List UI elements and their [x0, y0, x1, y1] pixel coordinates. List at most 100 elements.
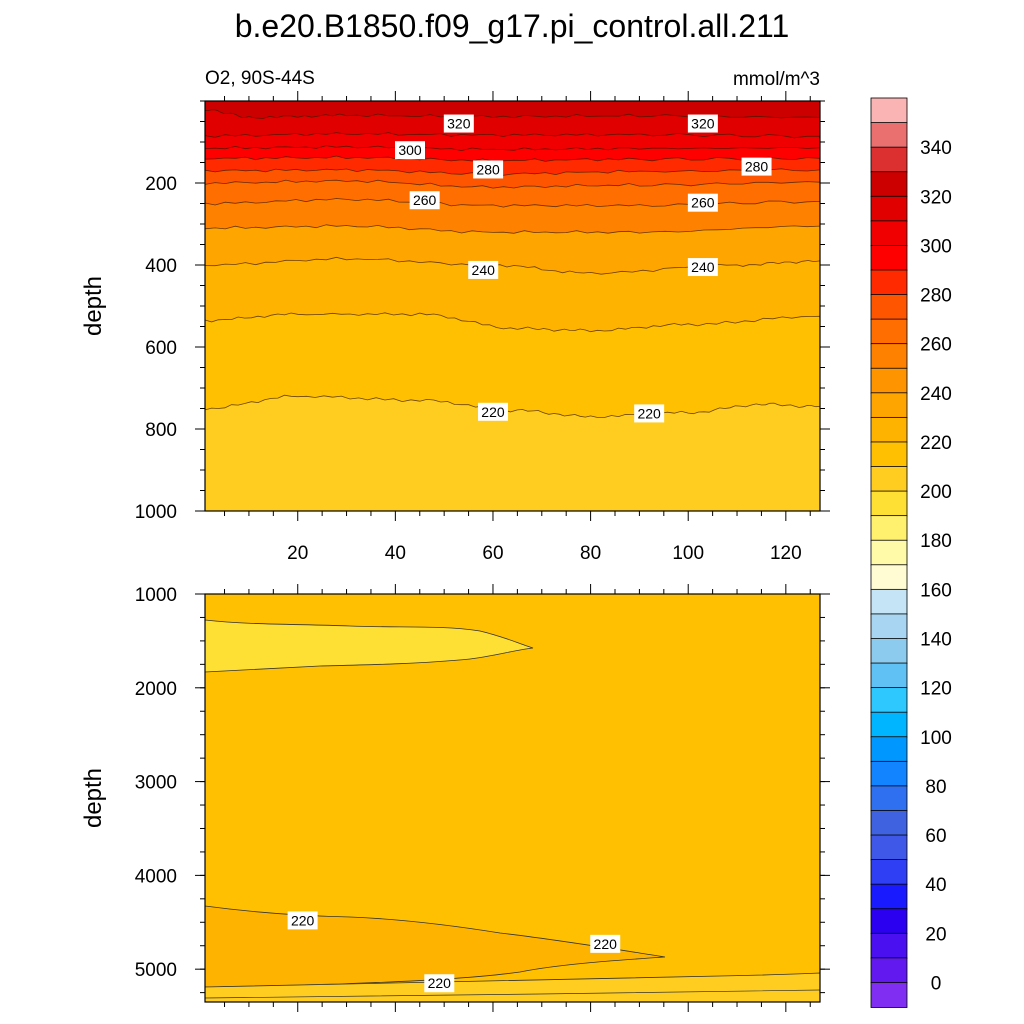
colorbar-swatch: [870, 343, 908, 370]
upper-contour-label-0-text: 320: [447, 116, 471, 132]
colorbar-swatch: [870, 810, 908, 836]
contour-line-320: [205, 109, 820, 119]
colorbar-swatch: [870, 982, 908, 1008]
colorbar-label: 200: [920, 482, 952, 503]
colorbar-swatch: [870, 97, 908, 124]
colorbar-label: 240: [920, 384, 952, 405]
upper-contour-label-3: 280: [473, 160, 504, 179]
colorbar-swatch: [870, 859, 908, 886]
colorbar-swatch: [870, 490, 908, 517]
upper-x-tick-label: 120: [770, 543, 802, 564]
upper-x-tick-label: 20: [287, 543, 308, 564]
upper-contour-label-5: 260: [409, 191, 440, 210]
contour-line-250: [205, 224, 820, 234]
colorbar-label: 40: [925, 875, 946, 896]
colorbar-swatch: [870, 245, 908, 271]
colorbar-swatch: [870, 220, 908, 247]
upper-contour-labels: 320 300 320 280 280 260 260 240 240 220 220: [395, 114, 772, 423]
colorbar-swatch: [870, 392, 908, 419]
upper-contour-label-4: 280: [741, 157, 772, 176]
colorbar-label: 160: [920, 580, 952, 601]
colorbar-label: 300: [920, 236, 952, 257]
contour-line-270: [205, 179, 820, 189]
colorbar-label: 0: [931, 973, 942, 994]
lower-high-o2-lens: [205, 619, 534, 673]
upper-y-axis-label: depth: [80, 276, 107, 336]
figure-title: b.e20.B1850.f09_g17.pi_control.all.211: [235, 8, 790, 44]
upper-contour-label-5-box: [409, 191, 440, 210]
upper-contour-label-7: 240: [468, 260, 499, 279]
colorbar-swatch: [870, 760, 908, 787]
upper-x-tick-label: 100: [672, 543, 704, 564]
colorbar-swatch: [870, 736, 908, 763]
colorbar-swatch: [870, 638, 908, 664]
upper-y-tick-label: 800: [145, 420, 177, 441]
colorbar-swatch: [870, 564, 908, 591]
upper-contour-label-0-box: [443, 114, 474, 133]
colorbar: 3403203002802602402202001801601401201008…: [870, 97, 952, 1008]
colorbar-swatch: [870, 785, 908, 812]
upper-contour-label-4-text: 280: [745, 159, 769, 175]
contour-line-220: [205, 394, 820, 418]
lower-contour-label-1-box: [590, 934, 621, 953]
lower-y-tick-label: 4000: [135, 866, 177, 887]
upper-contour-label-10-text: 220: [637, 405, 661, 421]
upper-x-tick-label: 40: [385, 543, 406, 564]
colorbar-swatch: [870, 195, 908, 222]
colorbar-swatch: [870, 932, 908, 959]
upper-contour-label-8-text: 240: [691, 259, 715, 275]
lower-contour-label-2-box: [424, 974, 455, 993]
colorbar-swatch: [870, 957, 908, 984]
upper-contour-label-4-box: [741, 157, 772, 176]
colorbar-swatch: [870, 883, 908, 910]
colorbar-swatch: [870, 146, 908, 173]
lower-y-tick-label: 3000: [135, 773, 177, 794]
upper-contour-label-5-text: 260: [413, 192, 437, 208]
colorbar-label: 320: [920, 187, 952, 208]
units-label: mmol/m^3: [733, 69, 820, 90]
upper-contour-label-8-box: [687, 258, 718, 277]
upper-contour-label-8: 240: [687, 258, 718, 277]
colorbar-swatch: [870, 613, 908, 640]
colorbar-swatch: [870, 441, 908, 468]
upper-contour-label-9-box: [477, 402, 508, 421]
colorbar-swatch: [870, 122, 908, 149]
contour-line-300: [205, 145, 820, 152]
upper-contour-label-3-box: [473, 160, 504, 179]
colorbar-swatch: [870, 662, 908, 689]
lower-contour-label-2: 220: [424, 974, 455, 993]
upper-x-tick-label: 80: [580, 543, 601, 564]
upper-panel: 320 300 320 280 280 260 260 240 240 220 220 20 40 60…: [80, 91, 830, 564]
colorbar-swatch: [870, 416, 908, 443]
upper-y-tick-label: 600: [145, 338, 177, 359]
colorbar-label: 100: [920, 728, 952, 749]
upper-contour-label-1-box: [395, 141, 425, 160]
upper-contour-label-2-text: 320: [691, 116, 715, 132]
lower-panel: 220 220 220 1000 2000 3000 4000 5000 depth: [80, 584, 830, 1012]
lower-plot-frame: [204, 593, 821, 1003]
colorbar-swatch: [870, 588, 908, 615]
upper-contour-label-10-box: [634, 404, 665, 423]
colorbar-swatch: [870, 318, 908, 345]
lower-bottom-strip: [205, 972, 820, 1002]
colorbar-label: 60: [925, 826, 946, 847]
lower-y-tick-label: 2000: [135, 679, 177, 700]
upper-contour-label-2-box: [687, 114, 718, 133]
colorbar-swatch: [870, 539, 908, 566]
upper-contour-label-0: 320: [443, 114, 474, 133]
upper-x-tick-label: 60: [482, 543, 503, 564]
upper-axes: 20 40 60 80 100 120 200 400 600 800 1000: [135, 91, 830, 564]
panel-subtitle-left: O2, 90S-44S: [205, 68, 315, 89]
colorbar-swatch: [870, 367, 908, 394]
colorbar-swatch: [870, 711, 908, 738]
upper-y-tick-label: 400: [145, 256, 177, 277]
colorbar-swatch: [870, 687, 908, 714]
contour-line-240: [205, 256, 820, 275]
lower-contour-label-2-text: 220: [428, 975, 452, 991]
colorbar-label: 120: [920, 679, 952, 700]
contour-line-310: [205, 132, 820, 139]
upper-fill-bands: [205, 101, 820, 511]
lower-contour-label-0-text: 220: [291, 912, 315, 928]
colorbar-swatch: [870, 515, 908, 542]
colorbar-swatch: [870, 834, 908, 861]
